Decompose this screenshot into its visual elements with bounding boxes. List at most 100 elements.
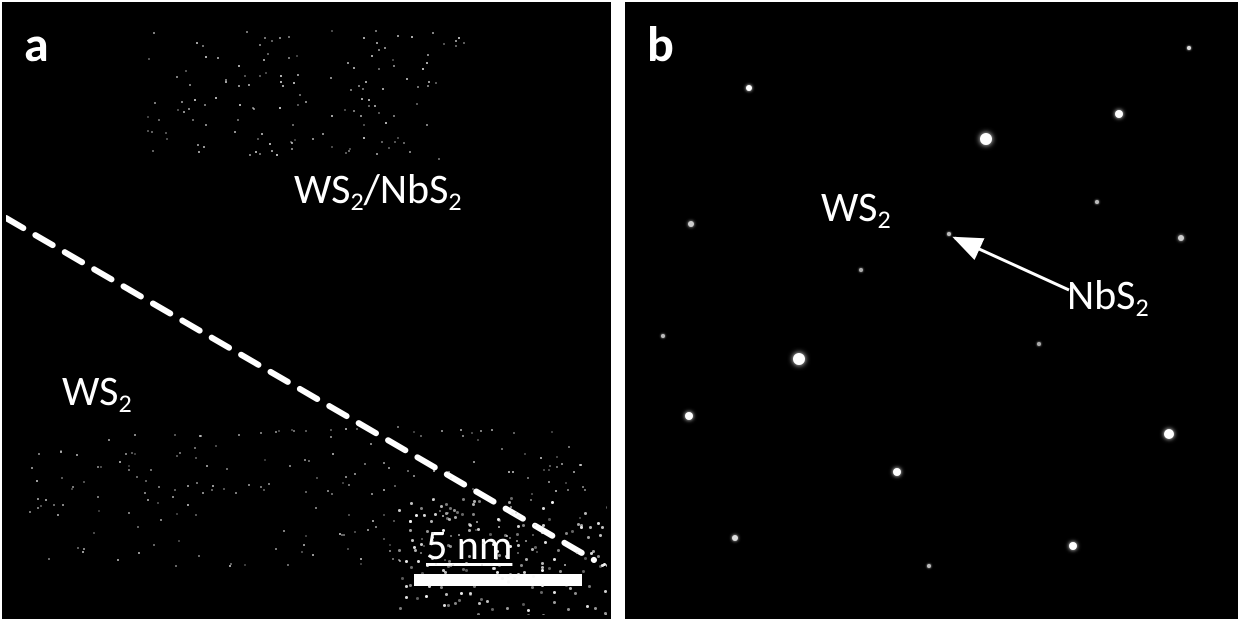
noise-dot	[417, 86, 419, 88]
noise-dot	[497, 574, 500, 577]
noise-dot	[452, 564, 454, 566]
noise-dot	[153, 32, 155, 34]
noise-dot	[531, 586, 534, 589]
noise-dot	[158, 119, 160, 121]
noise-dot	[160, 519, 162, 521]
noise-dot	[417, 560, 420, 563]
noise-dot	[275, 431, 277, 433]
noise-dot	[405, 596, 408, 599]
noise-dot	[360, 563, 362, 565]
noise-dot	[432, 540, 434, 542]
noise-dot	[289, 465, 291, 467]
scalebar: 5 nm	[6, 6, 611, 619]
noise-dot	[426, 124, 428, 126]
noise-dot	[506, 607, 509, 610]
noise-dot	[431, 557, 434, 560]
noise-dot	[462, 498, 465, 501]
noise-dot	[360, 558, 362, 560]
noise-dot	[83, 481, 85, 483]
noise-dot	[345, 152, 347, 154]
noise-dot	[456, 511, 459, 514]
noise-dot	[363, 37, 365, 39]
noise-dot	[348, 150, 350, 152]
noise-dot	[606, 564, 609, 567]
noise-dot	[154, 102, 156, 104]
noise-dot	[480, 598, 483, 601]
diffraction-spot	[1095, 200, 1099, 204]
noise-dot	[410, 566, 413, 569]
noise-dot	[577, 523, 580, 526]
noise-dot	[472, 503, 475, 506]
noise-dot	[331, 146, 333, 148]
noise-dot	[291, 142, 293, 144]
noise-dot	[401, 577, 404, 580]
noise-dot	[420, 435, 422, 437]
noise-dot	[235, 492, 237, 494]
noise-dot	[416, 103, 418, 105]
noise-dot	[249, 154, 251, 156]
noise-dot	[422, 68, 424, 70]
noise-dot	[153, 544, 155, 546]
diffraction-spot	[688, 221, 694, 227]
noise-dot	[353, 67, 355, 69]
noise-dot	[196, 42, 198, 44]
noise-dot	[147, 116, 149, 118]
noise-dot	[468, 555, 471, 558]
diffraction-spot	[859, 268, 863, 272]
noise-dot	[393, 65, 395, 67]
diffraction-spot	[685, 412, 693, 420]
noise-dot	[384, 47, 386, 49]
noise-dot	[345, 428, 347, 430]
noise-dot	[555, 490, 557, 492]
noise-dot	[495, 557, 498, 560]
noise-dot	[516, 540, 518, 542]
diffraction-spot	[1115, 110, 1123, 118]
noise-dot	[176, 513, 178, 515]
noise-dot	[588, 585, 591, 588]
noise-dot	[405, 560, 408, 563]
noise-dot	[517, 515, 520, 518]
noise-dot	[448, 518, 451, 521]
noise-dot	[283, 530, 285, 532]
noise-dot	[353, 110, 355, 112]
noise-dot	[509, 573, 512, 576]
noise-dot	[276, 154, 278, 156]
noise-dot	[527, 477, 529, 479]
noise-dot	[179, 452, 181, 454]
noise-dot	[491, 608, 494, 611]
noise-dot	[368, 99, 370, 101]
noise-dot	[540, 457, 542, 459]
noise-dot	[383, 538, 385, 540]
noise-dot	[119, 461, 121, 463]
noise-dot	[229, 565, 231, 567]
panel-b-diffraction-pattern: b WS2 NbS2	[625, 2, 1238, 619]
diffraction-spot	[1037, 342, 1041, 346]
noise-dot	[374, 105, 376, 107]
noise-dot	[392, 558, 394, 560]
noise-dot	[413, 431, 415, 433]
noise-dot	[257, 138, 259, 140]
noise-dot	[445, 512, 448, 515]
noise-dot	[294, 139, 296, 141]
noise-dot	[237, 119, 239, 121]
noise-dot	[584, 489, 586, 491]
noise-dot	[330, 77, 332, 79]
noise-dot	[534, 546, 537, 549]
diffraction-spot	[793, 353, 805, 365]
noise-dot	[454, 602, 457, 605]
noise-dot	[45, 499, 47, 501]
noise-dot	[409, 529, 412, 532]
noise-dot	[198, 151, 200, 153]
noise-dot	[441, 430, 443, 432]
noise-dot	[275, 548, 277, 550]
noise-dot	[293, 82, 295, 84]
noise-dot	[498, 554, 501, 557]
noise-dot	[548, 567, 551, 570]
noise-dot	[576, 552, 578, 554]
noise-dot	[157, 502, 159, 504]
noise-dot	[463, 42, 465, 44]
noise-dot	[522, 603, 525, 606]
noise-dot	[476, 521, 478, 523]
noise-dot	[534, 524, 536, 526]
noise-dot	[556, 466, 558, 468]
